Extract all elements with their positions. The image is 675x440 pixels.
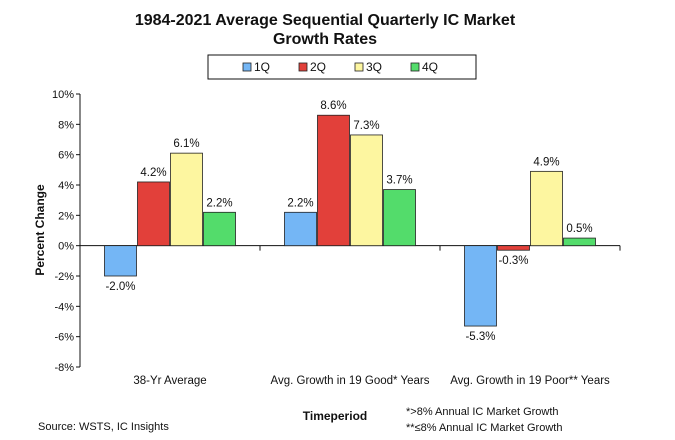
category-label: Avg. Growth in 19 Good* Years <box>271 375 430 387</box>
legend-label: 2Q <box>310 60 326 74</box>
data-label: 7.3% <box>353 120 379 132</box>
legend-swatch-3q <box>354 62 364 72</box>
y-tick-label: 6% <box>58 150 74 162</box>
bars <box>104 114 596 327</box>
bar-4q <box>203 211 236 247</box>
y-tick-label: 4% <box>58 180 74 192</box>
bar-2q <box>497 245 530 251</box>
x-axis-label: Timeperiod <box>303 409 367 423</box>
source-note: Source: WSTS, IC Insights <box>38 421 169 433</box>
data-label: 8.6% <box>320 100 346 112</box>
legend-swatch-4q <box>410 62 420 72</box>
category-label: 38-Yr Average <box>133 375 206 387</box>
bar-4q <box>383 189 416 247</box>
bar-2q <box>137 181 170 247</box>
data-label: -0.3% <box>498 255 528 267</box>
data-label: 2.2% <box>206 197 232 209</box>
y-tick-label: 8% <box>58 119 74 131</box>
data-label: 3.7% <box>386 175 412 187</box>
y-tick-label: -8% <box>54 362 74 374</box>
bar-4q <box>563 237 596 247</box>
data-label: 4.9% <box>533 156 559 168</box>
y-tick-label: -6% <box>54 332 74 344</box>
category-label: Avg. Growth in 19 Poor** Years <box>450 375 610 387</box>
chart-title-line-2: Growth Rates <box>273 31 377 48</box>
footnote-poor-years: **≤8% Annual IC Market Growth <box>406 422 562 434</box>
data-label: 6.1% <box>173 138 199 150</box>
legend-label: 3Q <box>366 60 382 74</box>
data-label: -2.0% <box>105 281 135 293</box>
axes: -8% -6% -4% -2% 0% 2% 4% 6% 8% 10% 38-Yr Average Av… <box>52 89 621 387</box>
bar-3q <box>530 170 563 247</box>
y-tick-label: 10% <box>52 89 74 101</box>
bar-1q <box>104 245 137 277</box>
data-labels: -2.0% 2.2% -5.3% 4.2% 8.6% -0.3% 6.1% 7.3% 4.9% 2… <box>105 100 592 343</box>
bar-3q <box>170 152 203 247</box>
y-axis-label: Percent Change <box>33 184 47 276</box>
data-label: 0.5% <box>566 223 592 235</box>
legend-box <box>207 54 477 80</box>
bar-2q <box>317 114 350 247</box>
y-tick-label: -2% <box>54 271 74 283</box>
y-tick-label: 2% <box>58 210 74 222</box>
bar-1q <box>284 211 317 247</box>
y-tick-label: -4% <box>54 301 74 313</box>
data-label: 2.2% <box>287 197 313 209</box>
y-tick-label: 0% <box>58 241 74 253</box>
legend-label: 4Q <box>422 60 438 74</box>
chart-title-line-1: 1984-2021 Average Sequential Quarterly I… <box>135 12 516 29</box>
bar-1q <box>464 245 497 327</box>
legend-swatch-1q <box>242 62 252 72</box>
footnote-good-years: *>8% Annual IC Market Growth <box>406 406 559 418</box>
data-label: 4.2% <box>140 167 166 179</box>
legend: 1Q 2Q 3Q 4Q <box>207 54 477 80</box>
legend-label: 1Q <box>254 60 270 74</box>
legend-swatch-2q <box>298 62 308 72</box>
data-label: -5.3% <box>465 331 495 343</box>
bar-3q <box>350 134 383 247</box>
